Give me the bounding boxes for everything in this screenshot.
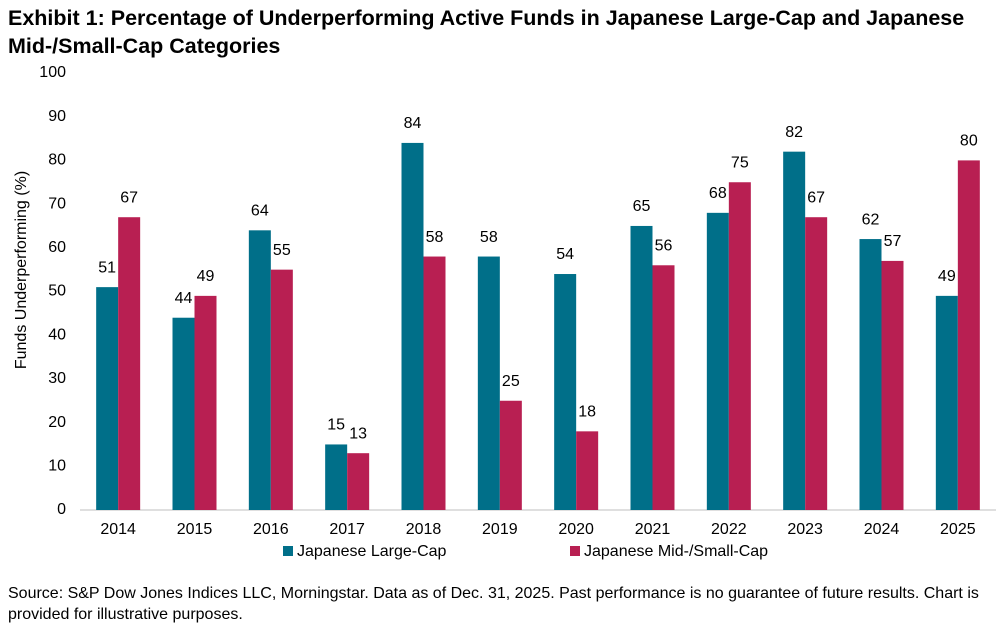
y-tick-label: 80	[48, 152, 66, 169]
bar	[652, 265, 675, 510]
bar	[248, 230, 271, 510]
data-label: 54	[556, 246, 574, 263]
bar	[401, 142, 424, 511]
bar	[859, 239, 882, 510]
y-tick-label: 0	[57, 501, 66, 518]
bar	[957, 160, 980, 510]
y-tick-label: 90	[48, 108, 66, 125]
data-label: 68	[709, 185, 727, 202]
bar	[270, 269, 293, 510]
data-label: 44	[175, 290, 193, 307]
bar	[96, 287, 119, 510]
bar	[935, 295, 958, 510]
data-label: 58	[480, 229, 498, 246]
legend-label: Japanese Mid-/Small-Cap	[584, 543, 768, 560]
bar	[728, 182, 751, 510]
data-label: 13	[349, 425, 367, 442]
bar	[347, 453, 370, 510]
data-label: 65	[633, 198, 651, 215]
x-tick-label: 2021	[635, 521, 671, 538]
bar	[499, 400, 522, 510]
x-tick-label: 2018	[406, 521, 442, 538]
data-label: 80	[960, 133, 978, 150]
bar	[805, 217, 828, 510]
data-label: 25	[502, 373, 520, 390]
data-label: 64	[251, 203, 269, 220]
data-label: 15	[327, 417, 345, 434]
bar	[630, 225, 653, 510]
data-label: 51	[98, 259, 116, 276]
data-label: 49	[938, 268, 956, 285]
legend-swatch	[283, 546, 293, 556]
bar	[554, 274, 577, 510]
x-tick-label: 2015	[177, 521, 213, 538]
data-label: 49	[197, 268, 215, 285]
y-axis-label: Funds Underperforming (%)	[13, 171, 30, 369]
chart-title: Exhibit 1: Percentage of Underperforming…	[8, 6, 965, 58]
data-label: 75	[731, 154, 749, 171]
data-label: 67	[807, 189, 825, 206]
legend-label: Japanese Large-Cap	[297, 543, 447, 560]
bar	[783, 151, 806, 510]
data-label: 84	[404, 115, 422, 132]
bar	[477, 256, 500, 510]
x-tick-label: 2017	[329, 521, 365, 538]
bar	[706, 212, 729, 510]
source-note: Source: S&P Dow Jones Indices LLC, Morni…	[8, 585, 979, 623]
bar	[576, 431, 599, 510]
data-label: 82	[785, 124, 803, 141]
data-label: 62	[862, 211, 880, 228]
x-tick-label: 2019	[482, 521, 518, 538]
y-tick-label: 10	[48, 458, 66, 475]
data-label: 55	[273, 242, 291, 259]
x-tick-label: 2020	[558, 521, 594, 538]
bar	[325, 444, 348, 510]
y-tick-label: 30	[48, 370, 66, 387]
bar	[881, 260, 904, 510]
y-tick-label: 20	[48, 414, 66, 431]
x-tick-label: 2022	[711, 521, 747, 538]
bar	[194, 295, 217, 510]
data-label: 58	[426, 229, 444, 246]
x-tick-label: 2016	[253, 521, 289, 538]
bar	[172, 317, 195, 510]
bar	[423, 256, 446, 510]
x-tick-label: 2024	[864, 521, 900, 538]
y-tick-label: 40	[48, 326, 66, 343]
legend-swatch	[570, 546, 580, 556]
bar	[118, 217, 141, 510]
y-tick-label: 70	[48, 195, 66, 212]
data-label: 18	[578, 404, 596, 421]
x-tick-label: 2025	[940, 521, 976, 538]
y-tick-label: 100	[39, 64, 66, 81]
y-tick-label: 60	[48, 239, 66, 256]
x-tick-label: 2014	[100, 521, 136, 538]
data-label: 56	[655, 237, 673, 254]
x-tick-label: 2023	[787, 521, 823, 538]
data-label: 67	[120, 189, 138, 206]
data-label: 57	[884, 233, 902, 250]
y-tick-label: 50	[48, 283, 66, 300]
chart: Funds Underperforming (%) 0 10 20 30 40 50 60 7…	[13, 64, 996, 560]
